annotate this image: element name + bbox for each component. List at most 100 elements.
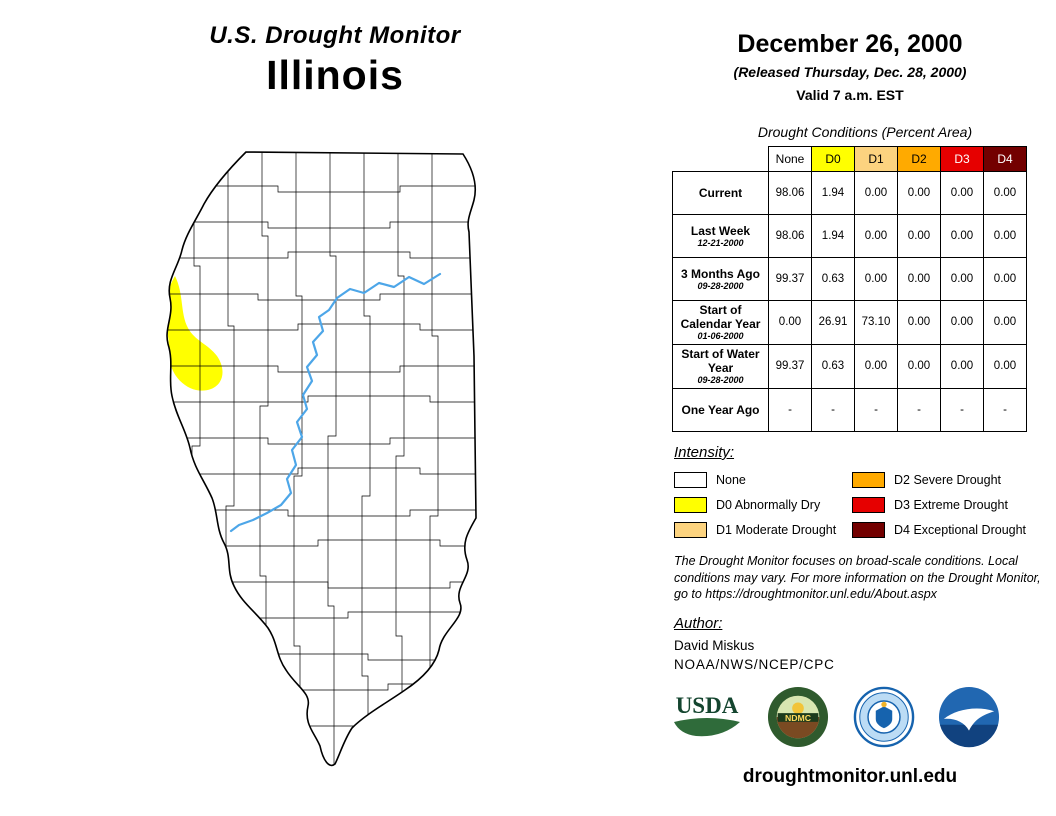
legend-label: None	[716, 472, 746, 487]
intensity-title: Intensity:	[674, 444, 735, 461]
column-header-d0: D0	[811, 146, 855, 172]
valid-time: Valid 7 a.m. EST	[796, 87, 904, 103]
county-boundaries	[167, 152, 476, 766]
table-row-current: Current 98.06 1.94 0.00 0.00 0.00 0.00	[672, 171, 1027, 215]
table-cell: -	[768, 387, 812, 432]
legend-column-left: None D0 Abnormally Dry D1 Moderate Droug…	[674, 467, 852, 542]
usda-logo-text: USDA	[676, 693, 739, 718]
row-sublabel: 12-21-2000	[697, 237, 744, 248]
table-cell: 0.00	[940, 257, 984, 301]
table-row-one-year-ago: One Year Ago - - - - - -	[672, 387, 1027, 432]
legend-swatch-d2	[852, 471, 885, 488]
table-cell: -	[940, 387, 984, 432]
legend-label: D4 Exceptional Drought	[894, 522, 1027, 537]
table-cell: 99.37	[768, 343, 812, 389]
author-organization: NOAA/NWS/NCEP/CPC	[674, 657, 835, 672]
drought-conditions-table: None D0 D1 D2 D3 D4 Current 98.06 1.94 0…	[672, 146, 1027, 432]
table-corner	[673, 147, 769, 172]
table-cell: 98.06	[768, 171, 812, 215]
legend-swatch-d0	[674, 496, 707, 513]
table-cell: 98.06	[768, 214, 812, 258]
d0-region	[167, 276, 223, 391]
state-fill	[167, 152, 476, 766]
table-cell: -	[854, 387, 898, 432]
table-cell: 1.94	[811, 214, 855, 258]
legend-label: D0 Abnormally Dry	[716, 497, 821, 512]
legend-label: D2 Severe Drought	[894, 472, 1002, 487]
table-cell: 0.00	[940, 343, 984, 389]
legend-swatch-d1	[674, 521, 707, 538]
legend-label: D1 Moderate Drought	[716, 522, 837, 537]
legend-item-d1: D1 Moderate Drought	[674, 517, 852, 542]
intensity-legend: None D0 Abnormally Dry D1 Moderate Droug…	[674, 467, 1026, 542]
table-cell: 0.00	[983, 214, 1027, 258]
table-cell: 0.00	[983, 171, 1027, 215]
table-cell: 99.37	[768, 257, 812, 301]
table-cell: 0.00	[897, 171, 941, 215]
date-block: December 26, 2000 (Released Thursday, De…	[658, 30, 1042, 103]
legend-label: D3 Extreme Drought	[894, 497, 1008, 512]
table-cell: 26.91	[811, 300, 855, 345]
table-cell: -	[897, 387, 941, 432]
table-cell: 0.00	[897, 257, 941, 301]
usda-logo: USDA	[674, 693, 740, 737]
legend-item-none: None	[674, 467, 852, 492]
table-cell: 0.00	[940, 214, 984, 258]
row-label: Start of Water Year	[681, 346, 760, 376]
illinois-river	[229, 272, 442, 533]
column-header-d1: D1	[854, 146, 898, 172]
table-cell: 0.00	[940, 300, 984, 345]
map-header: U.S. Drought Monitor Illinois	[120, 22, 550, 99]
table-row-start-water-year: Start of Water Year 09-28-2000 99.37 0.63…	[672, 343, 1027, 389]
row-sublabel: 09-28-2000	[697, 375, 744, 386]
disclaimer-text: The Drought Monitor focuses on broad-sca…	[674, 554, 1041, 601]
legend-item-d0: D0 Abnormally Dry	[674, 492, 852, 517]
row-label: One Year Ago	[681, 402, 760, 417]
legend-swatch-none	[674, 471, 707, 488]
table-cell: 0.00	[854, 343, 898, 389]
table-cell: 0.00	[983, 300, 1027, 345]
table-cell: 0.00	[768, 300, 812, 345]
legend-column-right: D2 Severe Drought D3 Extreme Drought D4 …	[852, 467, 1026, 542]
author-name: David Miskus	[674, 638, 755, 653]
table-cell: 0.00	[940, 171, 984, 215]
noaa-logo	[938, 686, 1000, 748]
region-title: Illinois	[266, 52, 404, 98]
row-label: Start of Calendar Year	[680, 303, 761, 332]
agency-logos: USDA NDMC	[670, 686, 1000, 748]
table-cell: 0.00	[897, 343, 941, 389]
ndmc-logo: NDMC	[768, 686, 829, 748]
footer-url: droughtmonitor.unl.edu	[742, 766, 958, 787]
table-cell: 0.63	[811, 257, 855, 301]
legend-item-d3: D3 Extreme Drought	[852, 492, 1026, 517]
legend-item-d4: D4 Exceptional Drought	[852, 517, 1026, 542]
report-date: December 26, 2000	[737, 30, 963, 58]
report-title: U.S. Drought Monitor	[209, 22, 461, 49]
column-header-d2: D2	[897, 146, 941, 172]
table-cell: 0.00	[854, 214, 898, 258]
table-cell: 0.00	[854, 257, 898, 301]
commerce-seal-logo	[853, 686, 914, 748]
row-sublabel: 09-28-2000	[697, 280, 744, 291]
ndmc-logo-text: NDMC	[785, 713, 812, 723]
table-cell: -	[811, 387, 855, 432]
row-label: Last Week	[690, 223, 751, 238]
column-header-d4: D4	[983, 146, 1027, 172]
usda-swoosh	[674, 718, 740, 737]
column-header-none: None	[768, 146, 812, 172]
column-header-d3: D3	[940, 146, 984, 172]
legend-swatch-d4	[852, 521, 885, 538]
table-cell: -	[983, 387, 1027, 432]
table-cell: 0.00	[897, 300, 941, 345]
table-row-start-calendar-year: Start of Calendar Year 01-06-2000 0.00 26…	[672, 300, 1027, 345]
legend-swatch-d3	[852, 496, 885, 513]
state-outline	[166, 151, 477, 767]
release-date: (Released Thursday, Dec. 28, 2000)	[733, 64, 967, 80]
row-label: 3 Months Ago	[681, 266, 760, 281]
table-caption: Drought Conditions (Percent Area)	[757, 124, 973, 140]
table-row-3-months-ago: 3 Months Ago 09-28-2000 99.37 0.63 0.00 0…	[672, 257, 1027, 301]
table-cell: 0.63	[811, 343, 855, 389]
table-cell: 1.94	[811, 171, 855, 215]
table-cell: 0.00	[983, 343, 1027, 389]
